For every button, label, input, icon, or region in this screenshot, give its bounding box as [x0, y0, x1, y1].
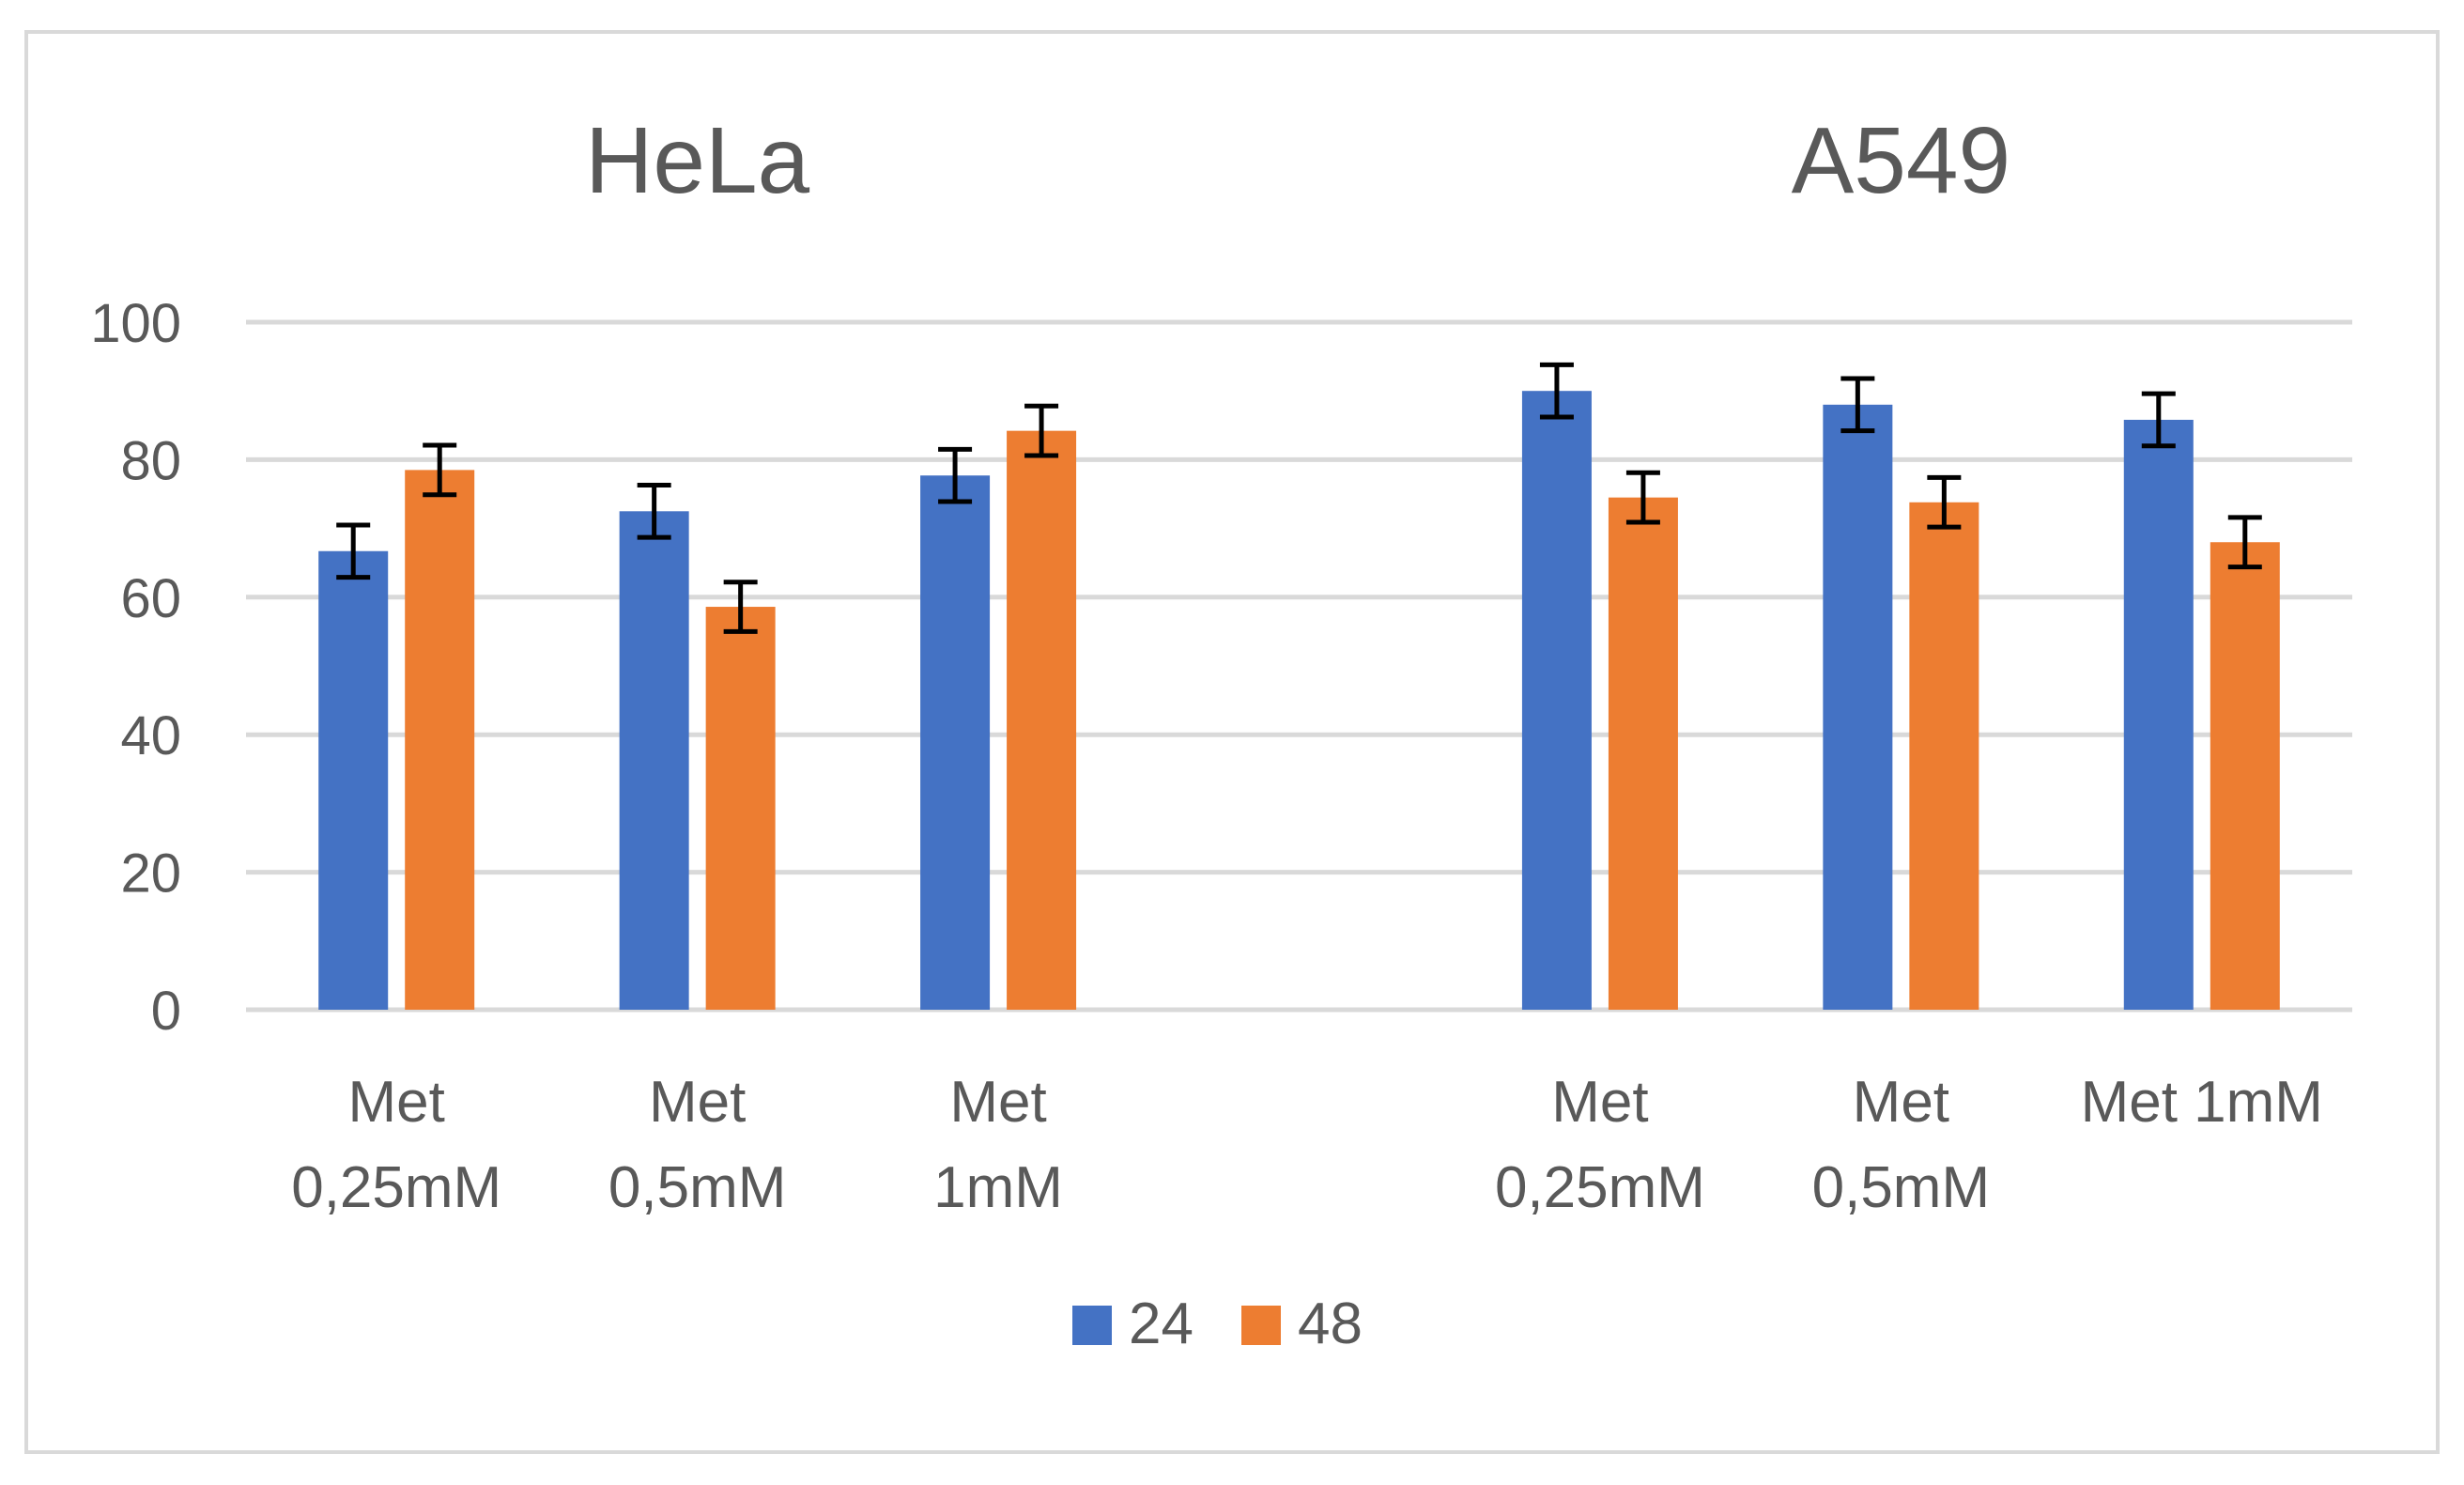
y-tick-label: 0 — [151, 981, 181, 1042]
category-label: Met 1mM — [2081, 1070, 2323, 1135]
legend-item: 24 — [1072, 1292, 1194, 1356]
bar-48 — [2210, 542, 2280, 1010]
category-label: 0,25mM — [1495, 1155, 1705, 1220]
y-tick-label: 40 — [120, 705, 181, 766]
category-label: Met — [348, 1070, 445, 1135]
gridlines — [246, 319, 2352, 1013]
error-bar — [1625, 470, 1660, 525]
category-label: 1mM — [933, 1155, 1063, 1220]
category-label: Met — [1853, 1070, 1949, 1135]
error-bar — [1024, 403, 1059, 458]
legend-swatch — [1241, 1306, 1281, 1345]
legend: 24 48 — [1072, 1292, 1363, 1356]
category-label: 0,25mM — [291, 1155, 501, 1220]
error-bars — [336, 362, 2262, 634]
legend-label: 24 — [1129, 1292, 1194, 1356]
error-bar — [2141, 391, 2176, 449]
error-bar — [423, 442, 457, 498]
category-label: 0,5mM — [608, 1155, 786, 1220]
y-tick-label: 20 — [120, 843, 181, 905]
y-axis-ticks: 0 20 40 60 80 100 — [90, 293, 181, 1042]
error-bar — [1927, 474, 1962, 530]
error-bar — [723, 580, 758, 634]
error-bar — [2227, 515, 2262, 570]
error-bar — [336, 522, 371, 580]
legend-swatch — [1072, 1306, 1112, 1345]
error-bar — [938, 446, 973, 504]
error-bar — [1840, 376, 1875, 434]
legend-label: 48 — [1298, 1292, 1363, 1356]
category-label: Met — [949, 1070, 1046, 1135]
bar-48 — [405, 470, 475, 1010]
y-tick-label: 60 — [120, 568, 181, 629]
bar-24 — [920, 475, 991, 1011]
y-tick-label: 80 — [120, 430, 181, 491]
error-bar — [637, 482, 671, 540]
bar-24 — [1521, 391, 1592, 1010]
bar-48 — [1608, 497, 1678, 1010]
bar-24 — [318, 550, 389, 1010]
bar-24 — [2123, 419, 2194, 1011]
category-labels: Met 0,25mM Met 0,5mM Met 1mM Met 0,25mM Met 0,5mM… — [291, 1070, 2323, 1220]
error-bar — [1539, 362, 1574, 420]
bar-48 — [1007, 430, 1077, 1010]
bar-24 — [619, 511, 689, 1010]
bar-24 — [1823, 404, 1893, 1011]
bar-48 — [1909, 502, 1979, 1010]
legend-item: 48 — [1241, 1292, 1363, 1356]
group-title: HeLa — [585, 108, 809, 213]
bars — [318, 391, 2280, 1011]
category-label: Met — [1551, 1070, 1648, 1135]
bar-48 — [705, 607, 776, 1010]
y-tick-label: 100 — [90, 293, 181, 354]
category-label: 0,5mM — [1812, 1155, 1990, 1220]
group-titles: HeLa A549 — [585, 108, 2010, 213]
group-title: A549 — [1792, 108, 2011, 213]
category-label: Met — [649, 1070, 746, 1135]
